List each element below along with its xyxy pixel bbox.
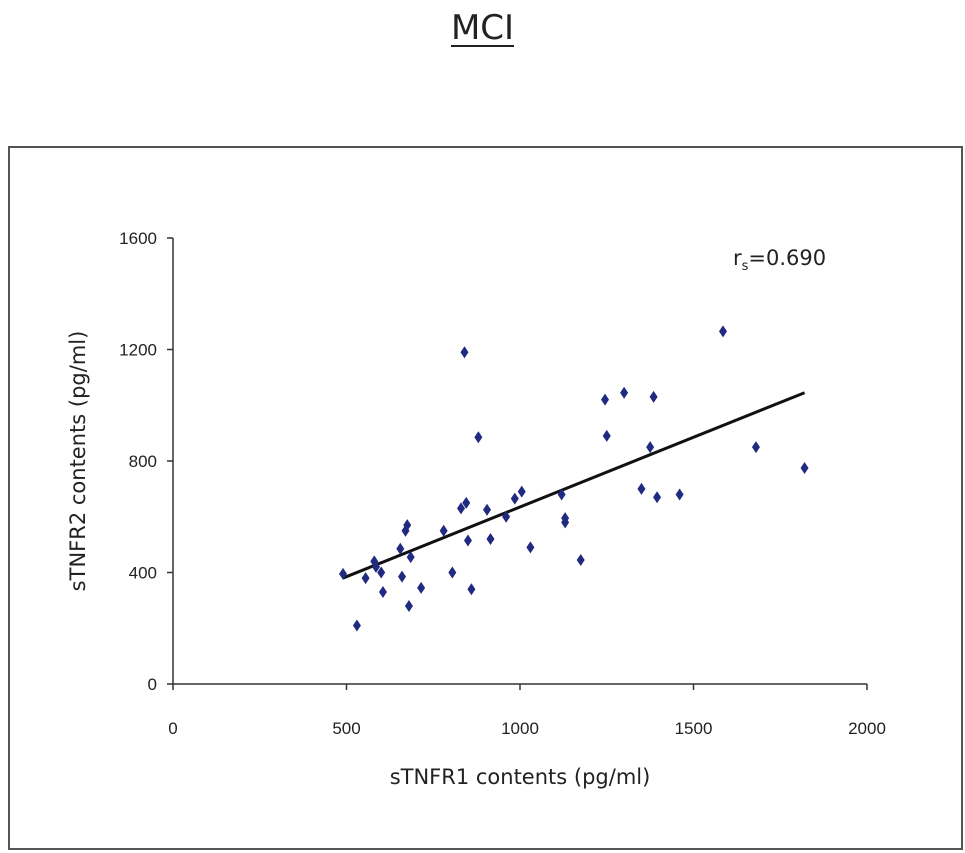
data-point xyxy=(463,534,472,547)
data-point xyxy=(417,581,426,594)
annotation-subscript: s xyxy=(742,259,749,274)
correlation-annotation: rs=0.690 xyxy=(733,246,826,274)
data-point xyxy=(653,491,662,504)
data-point xyxy=(675,488,684,501)
data-point xyxy=(637,482,646,495)
x-tick-label: 0 xyxy=(168,719,177,738)
data-point xyxy=(561,516,570,529)
data-point xyxy=(398,570,407,583)
y-tick-label: 0 xyxy=(148,675,157,694)
data-point xyxy=(800,461,809,474)
data-point xyxy=(371,560,380,573)
y-tick-label: 1200 xyxy=(119,341,157,360)
x-tick-label: 2000 xyxy=(848,719,886,738)
data-point xyxy=(646,441,655,454)
scatter-chart: 0 500 1000 1500 2000 0 400 800 1200 1600 sTNFR1 c… xyxy=(66,229,886,789)
data-point xyxy=(457,502,466,515)
data-point xyxy=(557,488,566,501)
data-point xyxy=(751,441,760,454)
data-point xyxy=(576,553,585,566)
data-point xyxy=(502,510,511,523)
x-tick-label: 500 xyxy=(332,719,360,738)
data-point xyxy=(718,325,727,338)
trend-line xyxy=(342,391,806,580)
x-axis-title: sTNFR1 contents (pg/ml) xyxy=(390,765,651,789)
x-tick-label: 1500 xyxy=(675,719,713,738)
data-point xyxy=(467,583,476,596)
y-tick-label: 1600 xyxy=(119,229,157,248)
y-axis-title: sTNFR2 contents (pg/ml) xyxy=(66,331,90,592)
data-point xyxy=(474,431,483,444)
data-point xyxy=(602,429,611,442)
data-point xyxy=(448,566,457,579)
data-point xyxy=(403,519,412,532)
chart-frame: 0 500 1000 1500 2000 0 400 800 1200 1600 sTNFR1 c… xyxy=(8,146,963,850)
data-point xyxy=(404,599,413,612)
y-tick-label: 800 xyxy=(129,452,157,471)
data-point xyxy=(339,567,348,580)
chart-title: MCI xyxy=(450,8,515,48)
annotation-main: r xyxy=(733,246,742,270)
data-point xyxy=(439,524,448,537)
data-point xyxy=(517,485,526,498)
data-point xyxy=(460,346,469,359)
data-point xyxy=(510,492,519,505)
data-point xyxy=(396,542,405,555)
data-point xyxy=(620,386,629,399)
x-tick-label: 1000 xyxy=(501,719,539,738)
y-tick-label: 400 xyxy=(129,564,157,583)
data-point xyxy=(601,393,610,406)
data-point xyxy=(378,586,387,599)
data-point xyxy=(377,566,386,579)
data-point xyxy=(462,496,471,509)
data-point xyxy=(526,541,535,554)
data-point xyxy=(486,533,495,546)
data-point xyxy=(361,572,370,585)
data-point xyxy=(406,551,415,564)
data-point xyxy=(483,503,492,516)
data-point xyxy=(352,619,361,632)
data-point xyxy=(649,390,658,403)
annotation-value: =0.690 xyxy=(748,246,826,270)
